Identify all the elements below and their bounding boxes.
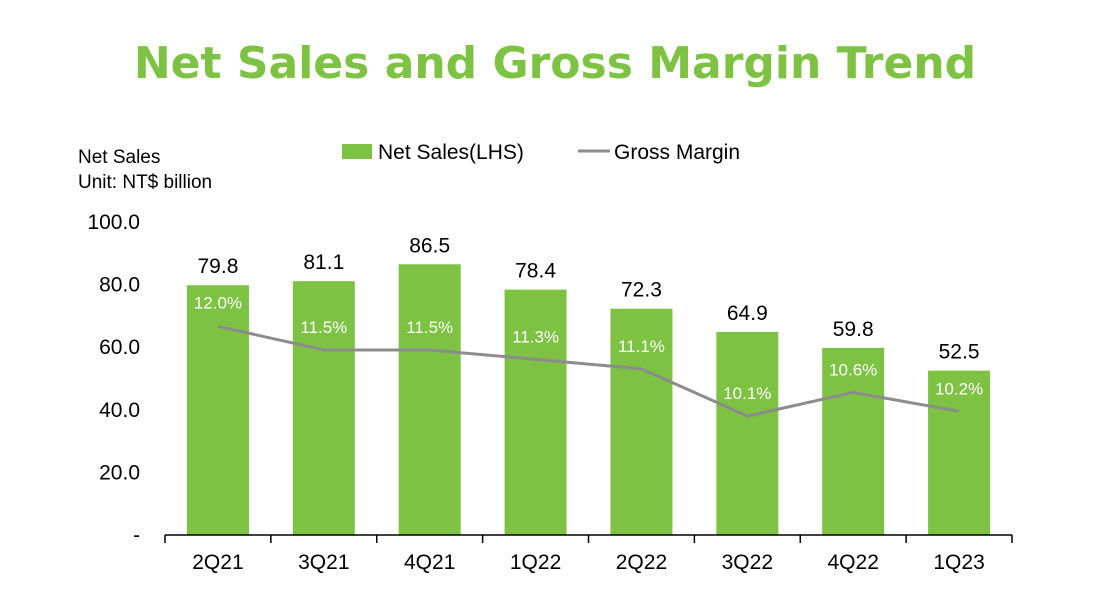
axis-note-line-1: Net Sales (78, 147, 160, 168)
bar-net-sales (398, 264, 461, 535)
x-tick-label: 2Q22 (616, 551, 667, 574)
x-tick-label: 3Q22 (722, 551, 773, 574)
bar-net-sales (716, 331, 779, 535)
bar-net-sales (928, 370, 991, 535)
x-tick-label: 3Q21 (298, 551, 349, 574)
gross-margin-label: 11.5% (300, 318, 347, 337)
x-tick-label: 1Q23 (933, 551, 984, 574)
gross-margin-label: 10.6% (829, 360, 877, 379)
legend-label-gross-margin: Gross Margin (614, 141, 740, 164)
gross-margin-label: 12.0% (194, 293, 242, 312)
axis-note-line-2: Unit: NT$ billion (78, 172, 212, 193)
y-tick-label: - (133, 524, 140, 547)
y-tick-label: 100.0 (87, 211, 140, 234)
bar-value-label: 81.1 (303, 251, 344, 274)
gross-margin-label: 11.5% (406, 318, 453, 337)
y-tick-label: 20.0 (99, 461, 140, 484)
y-tick-label: 80.0 (99, 274, 140, 297)
bar-net-sales (292, 281, 355, 535)
bar-value-label: 64.9 (727, 302, 768, 325)
x-tick-label: 1Q22 (510, 551, 561, 574)
bar-value-label: 72.3 (621, 279, 662, 302)
bar-net-sales (610, 308, 673, 535)
y-axis: - 20.0 40.0 60.0 80.0 100.0 (87, 211, 140, 547)
bars (186, 264, 991, 535)
gross-margin-label: 10.1% (723, 384, 771, 403)
x-tick-label: 2Q21 (192, 551, 243, 574)
legend-label-net-sales: Net Sales(LHS) (378, 141, 524, 164)
gross-margin-label: 11.3% (512, 327, 559, 346)
gross-margin-line (217, 324, 960, 418)
gross-margin-label: 11.1% (618, 337, 665, 356)
gross-margin-series-line (217, 324, 960, 418)
chart-title: Net Sales and Gross Margin Trend (134, 38, 976, 89)
gross-margin-labels: 12.0% 11.5% 11.5% 11.3% 11.1% 10.1% 10.6% 10.2% (194, 293, 983, 403)
gross-margin-label: 10.2% (935, 379, 983, 398)
legend-swatch-net-sales (342, 144, 372, 159)
x-axis: 2Q21 3Q21 4Q21 1Q22 2Q22 3Q22 4Q22 1Q23 (164, 534, 1013, 574)
bar-net-sales (186, 285, 249, 535)
bar-value-label: 52.5 (939, 341, 980, 364)
y-tick-label: 40.0 (99, 399, 140, 422)
bar-value-label: 79.8 (198, 255, 239, 278)
legend: Net Sales(LHS) Gross Margin (342, 141, 740, 164)
x-tick-label: 4Q21 (404, 551, 455, 574)
x-tick-label: 4Q22 (828, 551, 879, 574)
bar-net-sales (504, 289, 567, 535)
bar-value-label: 78.4 (515, 260, 556, 283)
bar-value-label: 86.5 (409, 234, 450, 257)
bar-value-label: 59.8 (833, 318, 874, 341)
bar-net-sales (822, 347, 885, 535)
bar-value-labels: 79.8 81.1 86.5 78.4 72.3 64.9 59.8 52.5 (198, 234, 980, 363)
y-tick-label: 60.0 (99, 336, 140, 359)
